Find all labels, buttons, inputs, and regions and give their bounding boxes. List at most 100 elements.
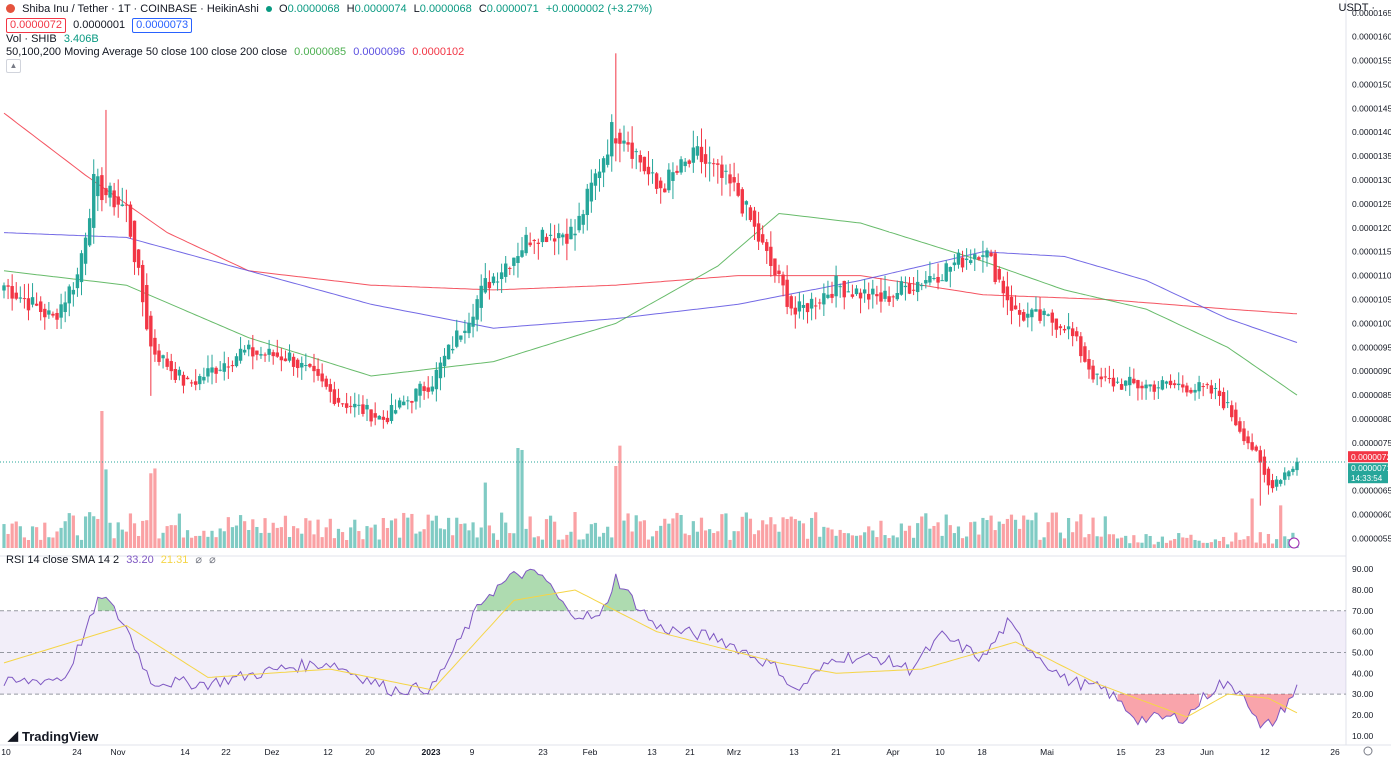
candle-body <box>618 133 621 144</box>
time-axis-label: Dez <box>264 747 279 757</box>
volume-bar <box>268 533 271 548</box>
candle-body <box>141 265 144 302</box>
volume-bar <box>235 526 238 548</box>
time-axis-label: 23 <box>538 747 548 757</box>
volume-bar <box>39 540 42 548</box>
candle-body <box>896 293 899 299</box>
alert-bolt-icon[interactable] <box>1289 538 1299 548</box>
price-axis-label: 0.0000075 <box>1352 438 1391 448</box>
price-axis-label: 0.0000125 <box>1352 199 1391 209</box>
settings-icon[interactable]: ⌀ <box>209 554 216 566</box>
volume-bar <box>810 518 813 548</box>
rsi-oversold-fill <box>391 694 1292 728</box>
candle-body <box>96 176 99 196</box>
tradingview-icon: ◢ <box>8 728 18 744</box>
volume-bar <box>851 535 854 548</box>
volume-bar <box>561 539 564 548</box>
volume-bar <box>1047 522 1050 548</box>
candle-body <box>1263 457 1266 475</box>
volume-bar <box>447 518 450 548</box>
candle-body <box>1295 462 1298 470</box>
candle-body <box>1059 326 1062 328</box>
price-axis-label: 0.0000130 <box>1352 175 1391 185</box>
candle-body <box>814 305 817 306</box>
volume-bar <box>76 535 79 548</box>
candle-body <box>475 299 478 320</box>
volume-bar <box>443 529 446 548</box>
volume-bar <box>1108 534 1111 548</box>
volume-bar <box>1132 535 1135 548</box>
bar-countdown-text: 14:33:54 <box>1351 474 1383 483</box>
volume-bar <box>1079 514 1082 548</box>
candle-body <box>288 353 291 361</box>
candle-body <box>728 174 731 183</box>
candle-body <box>581 214 584 225</box>
volume-bar <box>1198 541 1201 548</box>
price-axis-label: 0.0000160 <box>1352 32 1391 42</box>
collapse-legend-button[interactable]: ▲ <box>6 59 21 73</box>
volume-bar <box>1010 515 1013 548</box>
candle-body <box>231 365 234 366</box>
candle-body <box>373 413 376 418</box>
time-axis-label: 13 <box>789 747 799 757</box>
candle-body <box>716 163 719 165</box>
volume-bar <box>826 528 829 548</box>
volume-legend[interactable]: Vol · SHIB 3.406B <box>6 33 103 45</box>
candle-body <box>174 369 177 380</box>
ask-price-button[interactable]: 0.0000073 <box>132 18 192 33</box>
settings-gear-icon[interactable] <box>1364 747 1372 755</box>
symbol-legend[interactable]: Shiba Inu / Tether · 1T · COINBASE · Hei… <box>6 3 656 15</box>
volume-bar <box>215 537 218 548</box>
candle-body <box>659 181 662 189</box>
candle-body <box>626 142 629 144</box>
volume-bar <box>1185 538 1188 548</box>
volume-bar <box>276 528 279 548</box>
candle-body <box>467 323 470 333</box>
volume-bar <box>745 512 748 548</box>
candle-body <box>378 416 381 420</box>
candle-body <box>1148 384 1151 386</box>
currency-unit-button[interactable]: USDT · <box>1339 2 1375 14</box>
volume-bar <box>496 540 499 548</box>
candle-body <box>936 277 939 283</box>
candle-body <box>210 367 213 372</box>
bid-price-button[interactable]: 0.0000072 <box>6 18 66 33</box>
candle-body <box>1091 366 1094 380</box>
volume-bar <box>1222 537 1225 548</box>
ohlc-high-label: H <box>347 3 355 15</box>
volume-bar <box>781 517 784 548</box>
volume-bar <box>51 538 54 548</box>
candle-body <box>325 379 328 387</box>
volume-bar <box>133 523 136 548</box>
candle-body <box>414 389 417 402</box>
volume-bar <box>35 527 38 548</box>
time-axis-label: Nov <box>110 747 126 757</box>
volume-bar <box>900 523 903 548</box>
volume-bar <box>737 531 740 548</box>
volume-bar <box>129 513 132 548</box>
candle-body <box>512 258 515 266</box>
volume-bar <box>1275 539 1278 548</box>
bid-ask-row: 0.0000072 0.0000001 0.0000073 <box>6 18 196 33</box>
volume-bar <box>659 526 662 548</box>
volume-bar <box>55 531 58 548</box>
hide-icon[interactable]: ⌀ <box>195 554 202 566</box>
tradingview-logo[interactable]: ◢ TradingView <box>8 728 98 744</box>
volume-bar <box>679 515 682 548</box>
rsi-legend[interactable]: RSI 14 close SMA 14 2 33.20 21.31 ⌀ ⌀ <box>6 553 220 566</box>
candle-body <box>834 276 837 297</box>
volume-bar <box>145 520 148 548</box>
volume-bar <box>202 531 205 548</box>
volume-bar <box>125 532 128 548</box>
volume-bar <box>1214 539 1217 548</box>
volume-bar <box>480 527 483 548</box>
candle-body <box>785 280 788 307</box>
price-axis-label: 0.0000080 <box>1352 414 1391 424</box>
candle-body <box>129 205 132 237</box>
candle-body <box>622 141 625 144</box>
volume-bar <box>671 518 674 548</box>
rsi-axis-label: 10.00 <box>1352 731 1374 741</box>
symbol-title[interactable]: Shiba Inu / Tether · 1T · COINBASE · Hei… <box>22 3 259 15</box>
ma-legend[interactable]: 50,100,200 Moving Average 50 close 100 c… <box>6 46 468 58</box>
